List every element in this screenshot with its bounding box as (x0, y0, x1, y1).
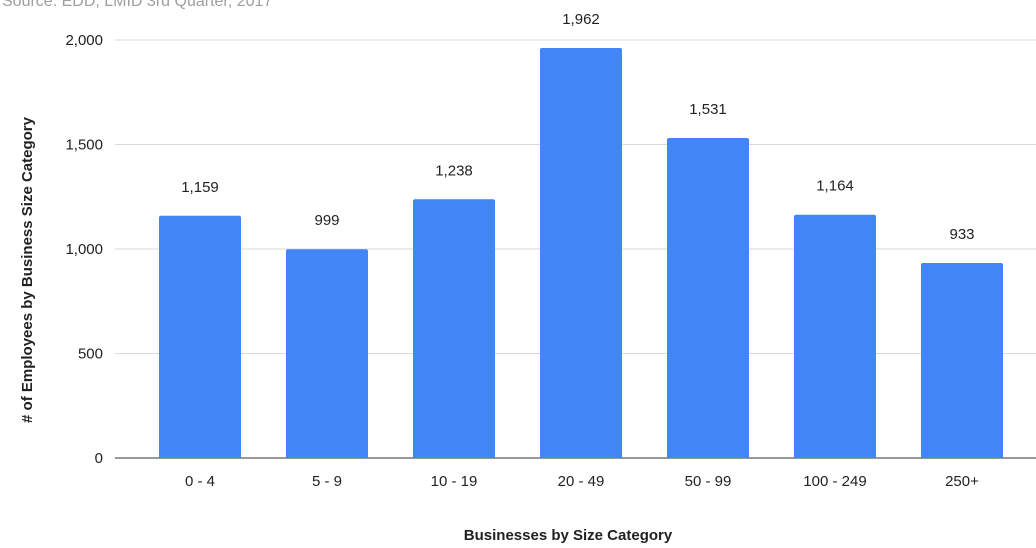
data-label: 999 (314, 212, 339, 229)
data-label: 1,962 (562, 11, 600, 28)
y-tick-label: 1,000 (65, 241, 103, 258)
bars (159, 47, 1003, 458)
x-tick-label: 250+ (945, 473, 979, 490)
x-axis-title: Businesses by Size Category (464, 527, 673, 544)
x-tick-label: 0 - 4 (185, 473, 215, 490)
data-label: 933 (949, 226, 974, 243)
bar (540, 47, 622, 458)
data-label: 1,531 (689, 101, 727, 118)
y-axis-title: # of Employees by Business Size Category (19, 116, 36, 423)
bar (159, 215, 241, 458)
data-labels: 1,159 999 1,238 1,962 1,531 1,164 933 (181, 11, 974, 243)
y-tick-label: 500 (78, 346, 103, 363)
data-label: 1,238 (435, 162, 473, 179)
bar (794, 214, 876, 458)
x-tick-label: 5 - 9 (312, 473, 342, 490)
bar (286, 249, 368, 458)
bar (667, 138, 749, 458)
x-tick-label: 50 - 99 (685, 473, 732, 490)
data-label: 1,164 (816, 178, 854, 195)
y-axis-ticks: 0 500 1,000 1,500 2,000 (65, 32, 103, 467)
y-tick-label: 2,000 (65, 32, 103, 49)
source-note: Source: EDD, LMID 3rd Quarter, 2017 (2, 0, 272, 10)
x-tick-label: 20 - 49 (558, 473, 605, 490)
x-tick-label: 10 - 19 (431, 473, 478, 490)
bar (413, 199, 495, 458)
bar (921, 263, 1003, 458)
y-tick-label: 1,500 (65, 137, 103, 154)
x-axis-ticks: 0 - 4 5 - 9 10 - 19 20 - 49 50 - 99 100 - 249… (185, 473, 979, 490)
y-tick-label: 0 (95, 450, 103, 467)
x-tick-label: 100 - 249 (803, 473, 866, 490)
data-label: 1,159 (181, 179, 219, 196)
